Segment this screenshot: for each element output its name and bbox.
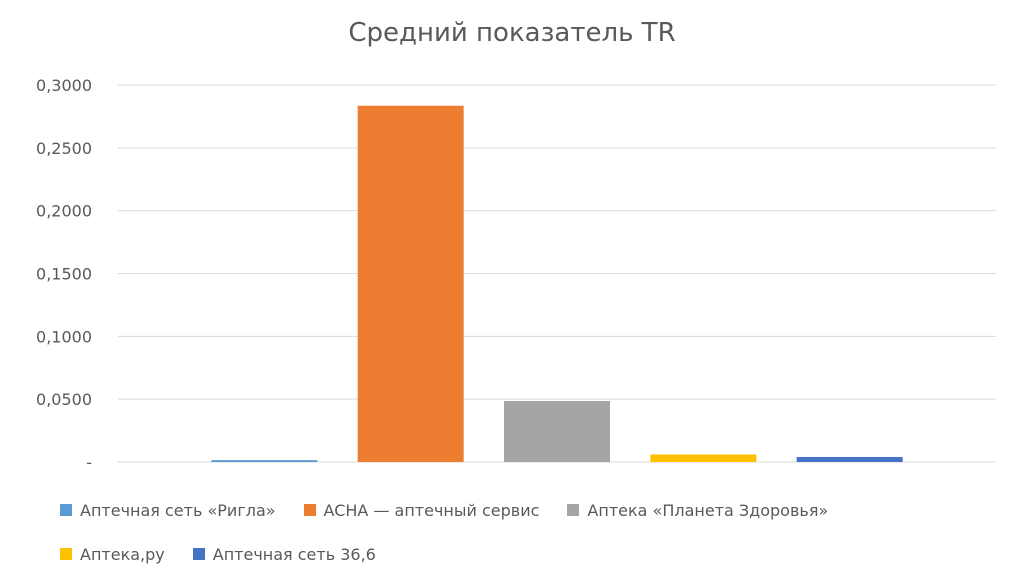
- legend-label: Аптека,ру: [80, 544, 165, 564]
- y-tick-label: 0,1500: [36, 265, 92, 284]
- legend-swatch: [60, 504, 72, 516]
- bar: [796, 456, 903, 462]
- legend-item: ACHA — аптечный сервис: [303, 500, 540, 520]
- legend-swatch: [60, 548, 72, 560]
- legend-item: Аптека,ру: [60, 545, 165, 564]
- legend-row: Аптека,ру Аптечная сеть 36,6: [60, 532, 1010, 576]
- bar: [211, 460, 318, 462]
- y-tick-label: 0,0500: [36, 390, 92, 409]
- chart-title: Средний показатель TR: [348, 18, 676, 48]
- bar: [650, 454, 757, 462]
- legend-item: Аптечная сеть «Ригла»: [60, 501, 276, 520]
- y-tick-label: 0,2500: [36, 139, 92, 158]
- legend-row: Аптечная сеть «Ригла» ACHA — аптечный сер…: [60, 488, 1010, 532]
- plot-area: - 0,0500 0,1000 0,1500 0,2000 0,2500 0,3000: [36, 76, 996, 472]
- legend-swatch: [567, 504, 580, 516]
- legend-label: ACHA — аптечный сервис: [323, 500, 540, 520]
- y-tick-label: 0,1000: [36, 327, 92, 346]
- legend-label: Аптека «Планета Здоровья»: [587, 500, 829, 520]
- legend-swatch: [192, 548, 205, 560]
- legend: Аптечная сеть «Ригла» ACHA — аптечный сер…: [60, 488, 1010, 576]
- legend-label: Аптечная сеть «Ригла»: [80, 500, 276, 520]
- legend-item: Аптека «Планета Здоровья»: [567, 501, 828, 520]
- legend-item: Аптечная сеть 36,6: [192, 544, 376, 564]
- y-tick-label: -: [86, 453, 92, 472]
- legend-label: Аптечная сеть 36,6: [212, 544, 376, 564]
- legend-swatch: [303, 504, 316, 516]
- y-tick-label: 0,3000: [36, 76, 92, 95]
- bar: [357, 105, 464, 463]
- y-tick-label: 0,2000: [36, 202, 92, 221]
- bar: [504, 401, 610, 462]
